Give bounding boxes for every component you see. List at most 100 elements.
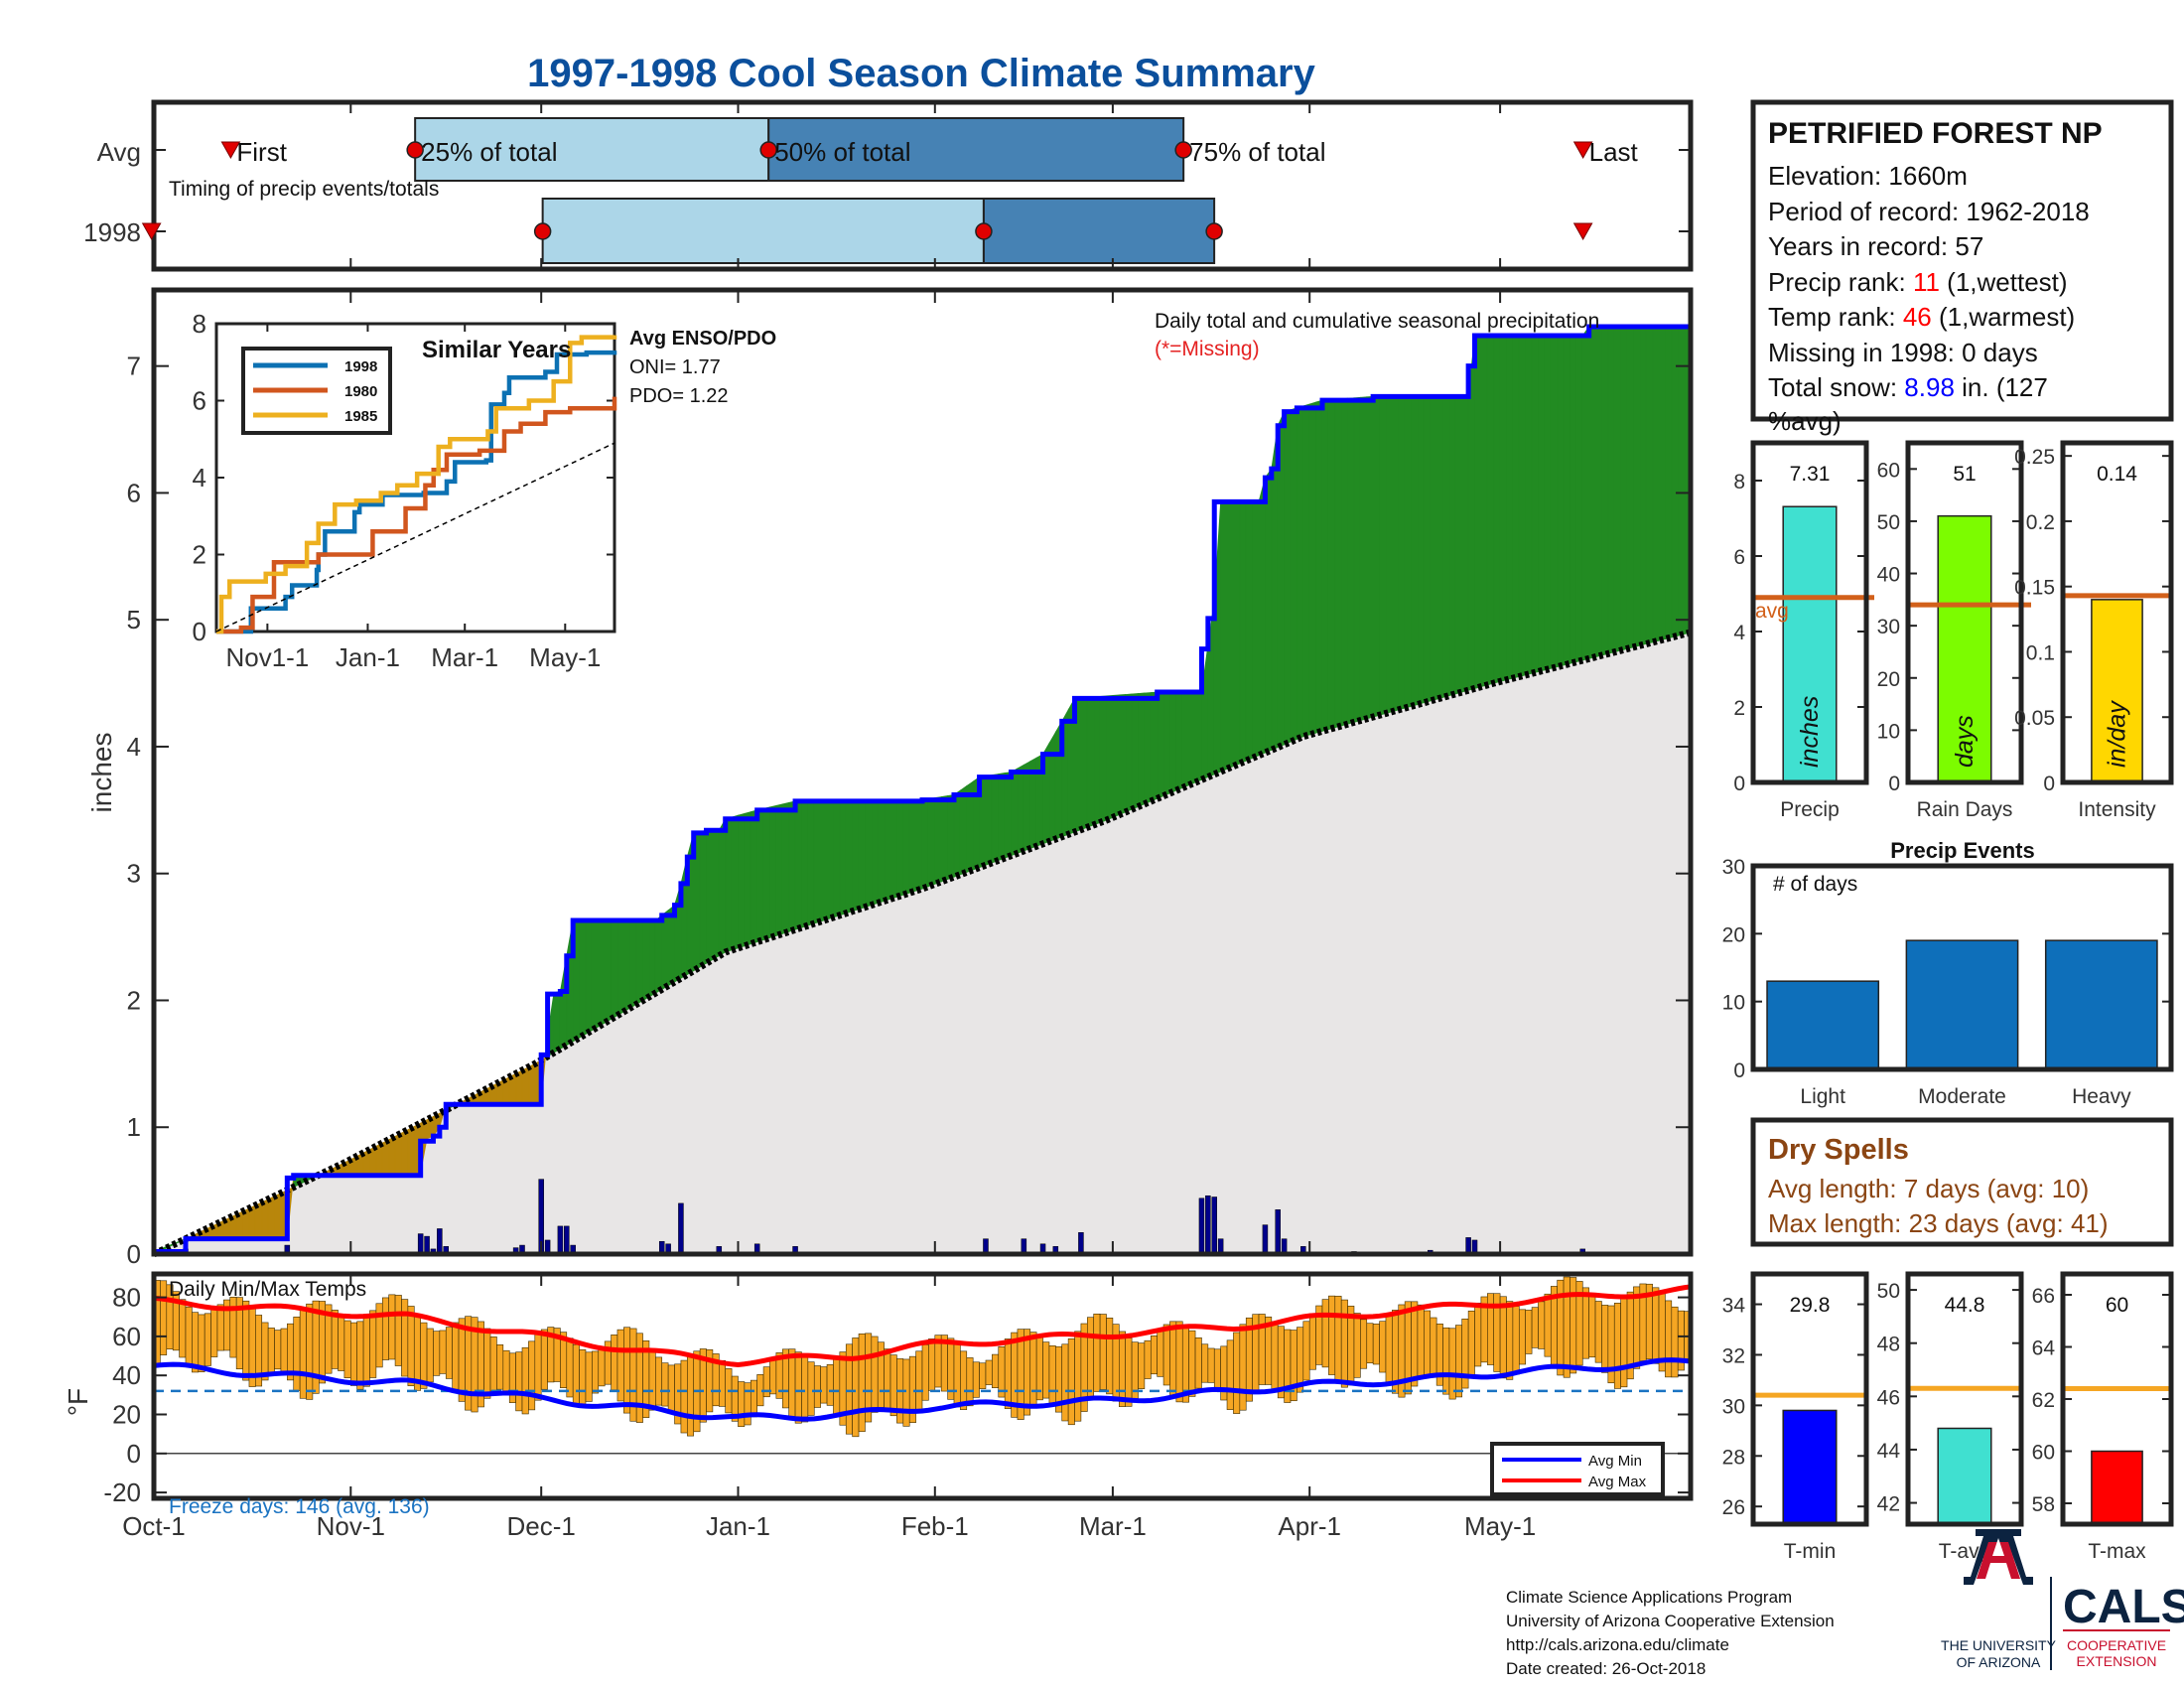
- precip-diff-segment: [1499, 335, 1507, 682]
- intensity-chart: 0 0.05 0.1 0.15 0.2 0.25 0.14 Intensity in/day: [2014, 440, 2174, 821]
- dry-spell-max-length: Max length: 23 days (avg: 41): [1768, 1208, 2109, 1238]
- tavg-chart-value: 44.8: [1945, 1294, 1985, 1317]
- timing-panel: Avg 1998 Timing of precip events/totals …: [83, 99, 1694, 272]
- tmax-chart-tick-label: 62: [2032, 1389, 2055, 1412]
- precip-diff-segment: [1550, 335, 1559, 669]
- precip-diff-segment: [762, 806, 770, 941]
- precip-diff-segment: [839, 799, 847, 916]
- precip-diff-segment: [1531, 335, 1539, 674]
- tmax-chart-value: 60: [2106, 1294, 2128, 1317]
- precip-diff-segment: [1570, 335, 1577, 664]
- intensity-chart-tick-label: 0.05: [2014, 707, 2055, 730]
- daily-temp-bar: [1087, 1317, 1095, 1401]
- main-x-axis: [153, 292, 1502, 1252]
- precip-diff-segment: [1359, 396, 1368, 722]
- precip-diff-segment: [1265, 467, 1273, 754]
- daily-temp-bar: [788, 1348, 796, 1419]
- daily-temp-bar: [1581, 1287, 1589, 1359]
- daily-temp-bar: [407, 1306, 415, 1386]
- temp-chart-frame: [151, 1271, 1694, 1501]
- precip-diff-segment: [845, 799, 854, 914]
- footer-university: University of Arizona Cooperative Extens…: [1506, 1612, 1835, 1630]
- daily-precip-bar: [1211, 1196, 1217, 1255]
- precip-diff-segment: [648, 919, 656, 998]
- event-bar-heavy: [2044, 939, 2158, 1070]
- daily-temp-bar: [1665, 1300, 1673, 1378]
- daily-temp-bar: [185, 1306, 193, 1367]
- main-y-tick-label: 7: [127, 352, 141, 381]
- daily-temp-bar: [1411, 1301, 1419, 1387]
- precip-diff-segment: [750, 809, 758, 945]
- daily-temp-bar: [528, 1340, 536, 1411]
- events-y-tick-label: 20: [1722, 923, 1745, 946]
- daily-temp-bar: [515, 1351, 523, 1412]
- tavg-chart-bar: [1937, 1427, 1992, 1525]
- daily-temp-bar: [1067, 1337, 1075, 1426]
- daily-temp-bar: [312, 1300, 320, 1394]
- missing-note: (*=Missing): [1155, 338, 1260, 360]
- daily-precip-bar: [1198, 1197, 1205, 1255]
- inset-title: Similar Years: [422, 337, 571, 363]
- intensity-chart-frame: [2060, 440, 2174, 785]
- cals-logo: CALS COOPERATIVE EXTENSION: [2063, 1581, 2184, 1669]
- daily-precip-bars: [183, 1179, 1586, 1255]
- intensity-chart-tick-label: 0.15: [2014, 577, 2055, 600]
- daily-temp-bar: [884, 1348, 891, 1410]
- daily-temp-bar: [521, 1346, 529, 1415]
- daily-temp-bar: [1213, 1348, 1221, 1390]
- daily-temp-bar: [179, 1299, 187, 1358]
- daily-temp-bar: [680, 1359, 688, 1434]
- events-ylabel: # of days: [1773, 873, 1857, 896]
- precip-diff-segment: [579, 919, 587, 1039]
- precip-diff-segment: [381, 1139, 390, 1175]
- daily-temp-bar: [820, 1366, 828, 1404]
- period-of-record: Period of record: 1962-2018: [1768, 197, 2090, 226]
- daily-temp-bar: [1455, 1325, 1463, 1398]
- intensity-chart-tick-label: 0.2: [2026, 511, 2055, 534]
- precip-diff-segment: [738, 812, 746, 949]
- oni-value: ONI= 1.77: [629, 356, 721, 378]
- precip-diff-segment: [375, 1142, 383, 1175]
- main-y-tick-label: 4: [127, 732, 141, 762]
- precip-total-chart-tick-label: 0: [1733, 773, 1745, 795]
- daily-temp-bar: [1061, 1343, 1069, 1422]
- precip-total-chart-tick-label: 8: [1733, 471, 1745, 493]
- ua-logo-line2: OF ARIZONA: [1957, 1654, 2041, 1670]
- precip-diff-segment: [1417, 395, 1425, 706]
- precip-diff-segment: [1004, 772, 1012, 859]
- station-box-frame: [1750, 99, 2174, 422]
- inset-y-tick-label: 2: [193, 540, 206, 570]
- daily-temp-bar: [1448, 1328, 1456, 1400]
- precip-diff-segment: [553, 991, 561, 1054]
- daily-temp-bar: [635, 1333, 643, 1423]
- precip-diff-segment: [1454, 395, 1463, 695]
- avg-max-line: [153, 1284, 1692, 1367]
- tmin-chart-bar: [1782, 1409, 1838, 1525]
- precip-diff-segment: [1220, 500, 1228, 773]
- tmax-chart-tick-label: 58: [2032, 1493, 2055, 1516]
- daily-temp-bar: [1366, 1323, 1374, 1363]
- precip-diff-segment: [1308, 401, 1316, 736]
- rain-days-chart-tick-label: 40: [1877, 564, 1900, 587]
- inset-y-tick-label: 4: [193, 463, 206, 492]
- daily-temp-bar: [483, 1328, 491, 1399]
- precip-rank: Precip rank: 11 (1,wettest): [1768, 267, 2068, 297]
- temp-x-tick-label: Jan-1: [706, 1511, 770, 1541]
- precip-total-chart-frame: [1750, 440, 1869, 785]
- daily-temp-bar: [648, 1348, 656, 1411]
- daily-temp-bar: [160, 1280, 168, 1355]
- precip-diff-segment: [858, 799, 866, 911]
- elevation: Elevation: 1660m: [1768, 161, 1968, 191]
- ua-a-inner: [1977, 1542, 2020, 1579]
- precip-diff-segment: [1385, 395, 1393, 715]
- daily-temp-bar: [1271, 1321, 1279, 1391]
- daily-temp-bar: [1531, 1307, 1539, 1348]
- precip-diff-segment: [725, 816, 733, 953]
- precip-diff-segment: [1557, 335, 1565, 668]
- precip-diff-segment: [1411, 395, 1419, 707]
- temp-x-tick-label: May-1: [1464, 1511, 1536, 1541]
- event-bar-light: [1766, 980, 1880, 1070]
- precip-diff-segment: [1099, 695, 1107, 824]
- precip-diff-segment: [1048, 730, 1056, 843]
- total-snow: Total snow: 8.98 in. (127: [1768, 372, 2048, 402]
